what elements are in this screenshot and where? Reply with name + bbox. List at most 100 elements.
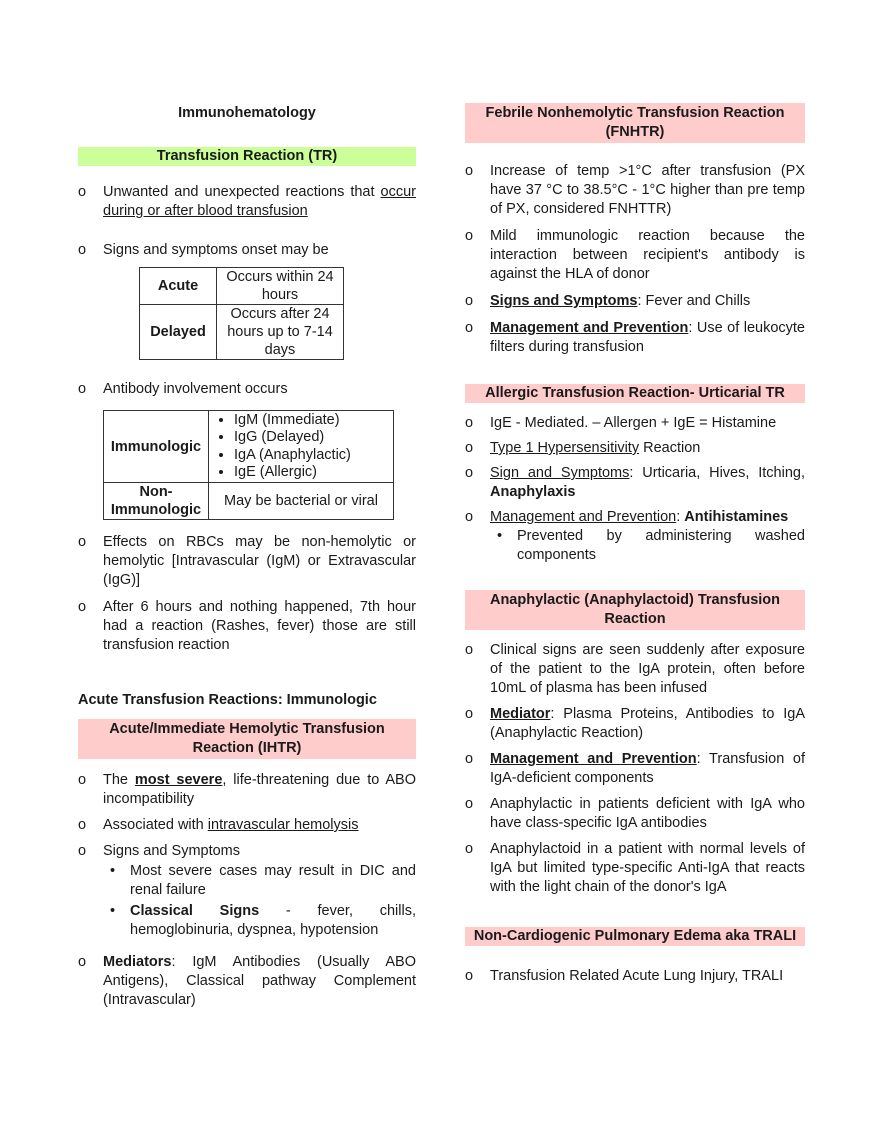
document-title: Immunohematology: [178, 105, 316, 121]
bullet-dot-icon: •: [110, 863, 116, 879]
text-run: Signs and Symptoms: [103, 843, 241, 859]
text-run: IgE - Mediated. – Allergen + IgE = Hista…: [490, 415, 777, 431]
bullet-item: o Effects on RBCs may be non-hemolytic or…: [78, 533, 416, 590]
text-run: Unwanted and unexpected reactions that: [103, 184, 381, 200]
bullet-circle-icon: o: [465, 415, 474, 431]
text-run: : Plasma Proteins, Antibodies to IgA (An…: [490, 706, 805, 741]
bullet-circle-icon: o: [78, 772, 87, 788]
bullet-circle-icon: o: [78, 242, 87, 258]
bullet-circle-icon: o: [465, 440, 474, 456]
antibody-type: Immunologic: [103, 410, 209, 483]
sub-bullet-item: • Classical Signs - fever, chills, hemogl…: [78, 902, 416, 940]
bullet-circle-icon: o: [465, 751, 474, 767]
bullet-circle-icon: o: [465, 841, 474, 857]
onset-desc: Occurs within 24 hours: [216, 267, 344, 305]
text-run: Type 1 Hypersensitivity: [490, 440, 640, 456]
text-run: The: [103, 772, 135, 788]
bullet-circle-icon: o: [465, 706, 474, 722]
effects-list: o Effects on RBCs may be non-hemolytic or…: [78, 533, 416, 655]
text-run: Anaphylaxis: [490, 484, 576, 500]
mediators-list: o Mediators: IgM Antibodies (Usually ABO …: [78, 953, 416, 1010]
text-run: Clinical signs are seen suddenly after e…: [490, 642, 805, 696]
sub-bullet-item: • Prevented by administering washed compo…: [465, 527, 805, 565]
bullet-item: o Signs and Symptoms: [78, 842, 416, 861]
section-header-tr: Transfusion Reaction (TR): [78, 147, 416, 166]
text-run: intravascular hemolysis: [207, 817, 359, 833]
antibody-list-item: IgA (Anaphylactic): [234, 447, 390, 465]
anaphylactic-list: o Clinical signs are seen suddenly after …: [465, 641, 805, 897]
text-run: Mediators: [103, 954, 172, 970]
bullet-circle-icon: o: [465, 228, 474, 244]
fnhtr-list: o Increase of temp >1°C after transfusion…: [465, 162, 805, 357]
right-column: Febrile Nonhemolytic Transfusion Reactio…: [465, 103, 805, 986]
bullet-item: o Type 1 Hypersensitivity Reaction: [465, 439, 805, 458]
section-header-anaphylactic: Anaphylactic (Anaphylactoid) Transfusion…: [465, 590, 805, 630]
antibody-list-item: IgG (Delayed): [234, 429, 390, 447]
text-run: - fever, chills, hemoglobinuria, dyspnea…: [130, 903, 417, 938]
allergic-sub-list: • Prevented by administering washed compo…: [465, 527, 805, 565]
bullet-circle-icon: o: [78, 381, 87, 397]
antibody-list-item: IgE (Allergic): [234, 464, 390, 482]
text-run: Signs and Symptoms: [490, 293, 638, 309]
section-header-trali: Non-Cardiogenic Pulmonary Edema aka TRAL…: [465, 927, 805, 946]
text-run: Prevented by administering washed compon…: [517, 528, 805, 563]
text-run: : Fever and Chills: [637, 293, 751, 309]
text-run: Management and Prevention: [490, 320, 689, 336]
antibody-type: Non-Immunologic: [103, 482, 209, 520]
bullet-item: o Clinical signs are seen suddenly after …: [465, 641, 805, 698]
sub-bullet-item: • Most severe cases may result in DIC and…: [78, 862, 416, 900]
text-run: Management and Prevention: [490, 751, 697, 767]
bullet-item: o Unwanted and unexpected reactions that …: [78, 183, 416, 221]
text-run: Management and Prevention: [490, 509, 677, 525]
bullet-item: o IgE - Mediated. – Allergen + IgE = Hist…: [465, 414, 805, 433]
bullet-item: o Management and Prevention: Transfusion …: [465, 750, 805, 788]
text-run: Transfusion Related Acute Lung Injury, T…: [490, 968, 784, 984]
bullet-circle-icon: o: [465, 509, 474, 525]
text-run: occur during or after blood transfusion: [103, 184, 416, 219]
bullet-item: o Anaphylactic in patients deficient with…: [465, 795, 805, 833]
onset-desc: Occurs after 24 hours up to 7-14 days: [216, 304, 344, 360]
bullet-item: o The most severe, life-threatening due t…: [78, 771, 416, 809]
left-column: Immunohematology Transfusion Reaction (T…: [78, 104, 416, 1010]
text-run: Antibody involvement occurs: [103, 381, 288, 397]
bullet-circle-icon: o: [465, 968, 474, 984]
antibody-list: IgM (Immediate)IgG (Delayed)IgA (Anaphyl…: [212, 412, 390, 482]
text-run: Associated with: [103, 817, 208, 833]
bullet-item: o Signs and Symptoms: Fever and Chills: [465, 292, 805, 311]
text-run: :: [676, 509, 685, 525]
tr-list: o Unwanted and unexpected reactions that …: [78, 183, 416, 260]
section-header-fnhtr: Febrile Nonhemolytic Transfusion Reactio…: [465, 103, 805, 143]
bullet-circle-icon: o: [465, 293, 474, 309]
text-run: : Urticaria, Hives, Itching,: [629, 465, 805, 481]
antibody-desc: May be bacterial or viral: [208, 482, 394, 520]
text-run: Classical Signs: [130, 903, 260, 919]
bullet-circle-icon: o: [78, 843, 87, 859]
bullet-item: o Management and Prevention: Antihistamin…: [465, 508, 805, 527]
bullet-item: o Associated with intravascular hemolysis: [78, 816, 416, 835]
section-header-ihtr: Acute/Immediate Hemolytic Transfusion Re…: [78, 719, 416, 759]
text-run: Most severe cases may result in DIC and …: [130, 863, 416, 898]
ihtr-list: o The most severe, life-threatening due t…: [78, 771, 416, 861]
trali-list: o Transfusion Related Acute Lung Injury, …: [465, 967, 805, 986]
text-run: most severe: [134, 772, 223, 788]
text-run: Effects on RBCs may be non-hemolytic or …: [103, 534, 416, 588]
bullet-item: o Increase of temp >1°C after transfusion…: [465, 162, 805, 219]
text-run: Mild immunologic reaction because the in…: [490, 228, 805, 282]
text-run: Antihistamines: [684, 509, 789, 525]
bullet-item: o Transfusion Related Acute Lung Injury, …: [465, 967, 805, 986]
allergic-list: o IgE - Mediated. – Allergen + IgE = Hist…: [465, 414, 805, 527]
text-run: Anaphylactic in patients deficient with …: [490, 796, 805, 831]
text-run: Increase of temp >1°C after transfusion …: [490, 163, 805, 217]
ihtr-sub-list: • Most severe cases may result in DIC and…: [78, 862, 416, 940]
text-run: : IgM Antibodies (Usually ABO Antigens),…: [103, 954, 416, 1008]
onset-term: Delayed: [139, 304, 217, 360]
bullet-item: o After 6 hours and nothing happened, 7th…: [78, 598, 416, 655]
bullet-circle-icon: o: [465, 642, 474, 658]
bullet-circle-icon: o: [465, 320, 474, 336]
bullet-circle-icon: o: [78, 184, 87, 200]
bullet-circle-icon: o: [465, 796, 474, 812]
text-run: Anaphylactoid in a patient with normal l…: [490, 841, 805, 895]
bullet-circle-icon: o: [78, 954, 87, 970]
bullet-item: o Mild immunologic reaction because the i…: [465, 227, 805, 284]
antibody-list-item: IgM (Immediate): [234, 412, 390, 430]
